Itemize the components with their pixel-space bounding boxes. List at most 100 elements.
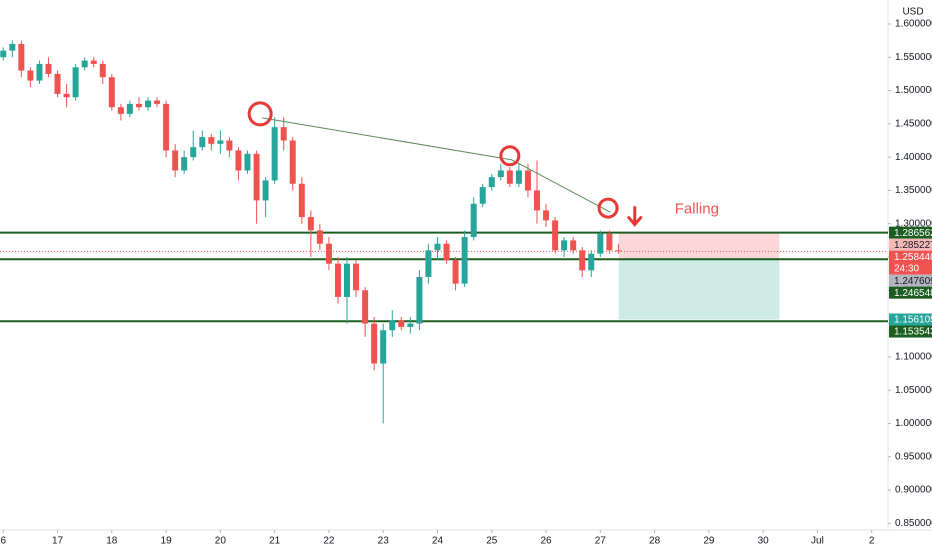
candle-body — [163, 103, 170, 151]
y-tick-label: 1.350000 — [895, 185, 932, 196]
candle-body — [434, 243, 441, 251]
candle-body — [172, 150, 179, 171]
candle-body — [515, 170, 522, 184]
price-label-box — [889, 286, 932, 299]
candle-body — [470, 203, 477, 238]
down-arrow — [627, 206, 643, 227]
candle-body — [533, 190, 540, 211]
candle-body — [45, 63, 52, 74]
candle-body — [543, 210, 550, 221]
countdown: 24:30 — [894, 263, 919, 274]
candle-body — [135, 103, 142, 108]
price-label-box — [889, 274, 932, 287]
candle-body — [334, 263, 341, 297]
y-tick-label: 0.850000 — [895, 518, 932, 529]
candle-body — [117, 107, 124, 114]
candle-body — [316, 230, 323, 244]
candle-body — [362, 290, 369, 324]
price-label: 1.285227 — [894, 240, 932, 251]
x-tick-label: 24 — [432, 536, 444, 547]
y-tick-label: 1.550000 — [895, 52, 932, 63]
candle-body — [597, 233, 604, 254]
x-tick-label: 2 — [869, 536, 875, 547]
x-tick-label: 6 — [0, 536, 6, 547]
price-label: 1.153543 — [894, 327, 932, 338]
y-tick-label: 1.400000 — [895, 152, 932, 163]
price-label: 1.258440 — [894, 252, 932, 263]
candle-body — [407, 323, 414, 327]
x-tick-label: 27 — [595, 536, 607, 547]
candle-body — [18, 43, 25, 71]
candle-body — [298, 183, 305, 218]
price-label: 1.286562 — [894, 228, 932, 239]
candle-body — [262, 180, 269, 201]
candle-body — [271, 127, 278, 181]
candle-body — [289, 140, 296, 184]
x-tick-label: 28 — [649, 536, 661, 547]
trendline — [262, 117, 611, 213]
highlight-circle — [247, 101, 273, 127]
candle-body — [371, 323, 378, 364]
candle-body — [524, 170, 531, 191]
candle-body — [398, 320, 405, 327]
candle-body — [108, 77, 115, 108]
candle-body — [208, 137, 215, 144]
candle-body — [190, 147, 197, 158]
candle-body — [579, 250, 586, 271]
candle-body — [199, 137, 206, 148]
candle-body — [63, 93, 70, 98]
candle-body — [27, 70, 34, 81]
x-tick-label: 22 — [323, 536, 335, 547]
candle-body — [452, 260, 459, 284]
candle-body — [561, 240, 568, 251]
candle-body — [145, 100, 152, 108]
candle-body — [389, 320, 396, 331]
candle-body — [552, 220, 559, 251]
candle-body — [479, 187, 486, 204]
candle-body — [253, 153, 260, 201]
x-tick-label: 19 — [161, 536, 173, 547]
candle-body — [154, 100, 161, 104]
x-tick-label: 30 — [758, 536, 770, 547]
candle-body — [506, 170, 513, 184]
candle-body — [54, 73, 61, 94]
price-label-box — [889, 238, 932, 251]
candle-body — [217, 140, 224, 144]
x-tick-label: 25 — [486, 536, 498, 547]
candle-body — [235, 150, 242, 171]
candle-body — [443, 243, 450, 261]
highlight-circle — [499, 145, 521, 167]
price-label-box — [889, 313, 932, 326]
candle-body — [181, 157, 188, 171]
x-tick-label: 17 — [52, 536, 64, 547]
y-tick-label: 1.050000 — [895, 385, 932, 396]
candle-body — [244, 153, 251, 171]
x-tick-label: 29 — [703, 536, 715, 547]
x-tick-label: 23 — [378, 536, 390, 547]
candle-body — [588, 253, 595, 271]
x-tick-label: 18 — [106, 536, 118, 547]
annotation: Falling — [675, 201, 719, 218]
candle-body — [570, 240, 577, 251]
candle-body — [307, 217, 314, 231]
candle-body — [81, 60, 88, 68]
price-label: 1.247609 — [894, 276, 932, 287]
stop-zone — [618, 233, 780, 259]
price-label-box — [889, 325, 932, 338]
price-label-box — [889, 226, 932, 239]
y-tick-label: 1.100000 — [895, 352, 932, 363]
currency-label: USD — [902, 7, 923, 18]
candle-body — [344, 263, 351, 297]
candle-body — [226, 140, 233, 151]
candle-body — [461, 237, 468, 284]
candle-body — [425, 250, 432, 277]
y-tick-label: 1.500000 — [895, 85, 932, 96]
candle-body — [280, 127, 287, 141]
highlight-circle — [597, 197, 619, 219]
candle-body — [36, 63, 43, 81]
y-tick-label: 1.600000 — [895, 19, 932, 30]
candle-body — [615, 250, 622, 252]
x-tick-label: 20 — [215, 536, 227, 547]
